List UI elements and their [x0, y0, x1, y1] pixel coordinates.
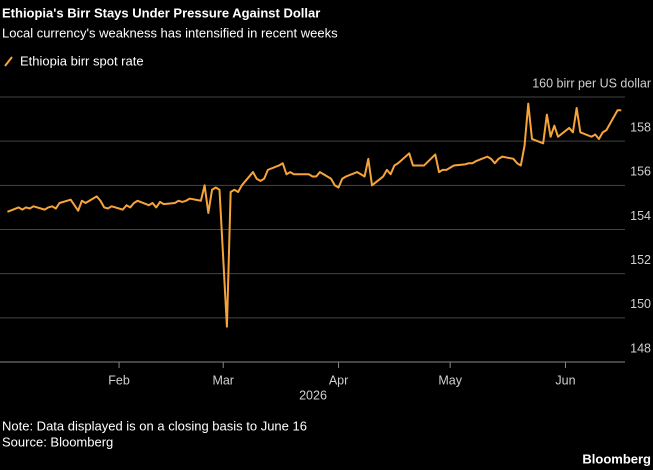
x-tick-label: Mar — [212, 373, 234, 387]
y-tick-label: 154 — [630, 209, 651, 223]
brand: Bloomberg — [582, 451, 651, 466]
x-axis-label: 2026 — [299, 388, 327, 402]
note: Note: Data displayed is on a closing bas… — [2, 418, 307, 433]
data-line — [7, 102, 622, 328]
y-tick-label: 148 — [630, 341, 651, 355]
legend-swatch — [4, 56, 13, 67]
y-tick-label: 160 birr per US dollar — [532, 76, 651, 90]
legend-label: Ethiopia birr spot rate — [20, 53, 144, 68]
y-tick-label: 152 — [630, 253, 651, 267]
chart-title: Ethiopia's Birr Stays Under Pressure Aga… — [2, 5, 320, 20]
x-tick-label: Feb — [108, 373, 130, 387]
y-tick-label: 158 — [630, 120, 651, 134]
x-tick-label: Apr — [329, 373, 348, 387]
x-tick-label: May — [438, 373, 462, 387]
y-tick-label: 150 — [630, 297, 651, 311]
x-tick-label: Jun — [555, 373, 575, 387]
source: Source: Bloomberg — [2, 434, 113, 449]
chart-subtitle: Local currency's weakness has intensifie… — [2, 25, 338, 40]
y-tick-label: 156 — [630, 165, 651, 179]
